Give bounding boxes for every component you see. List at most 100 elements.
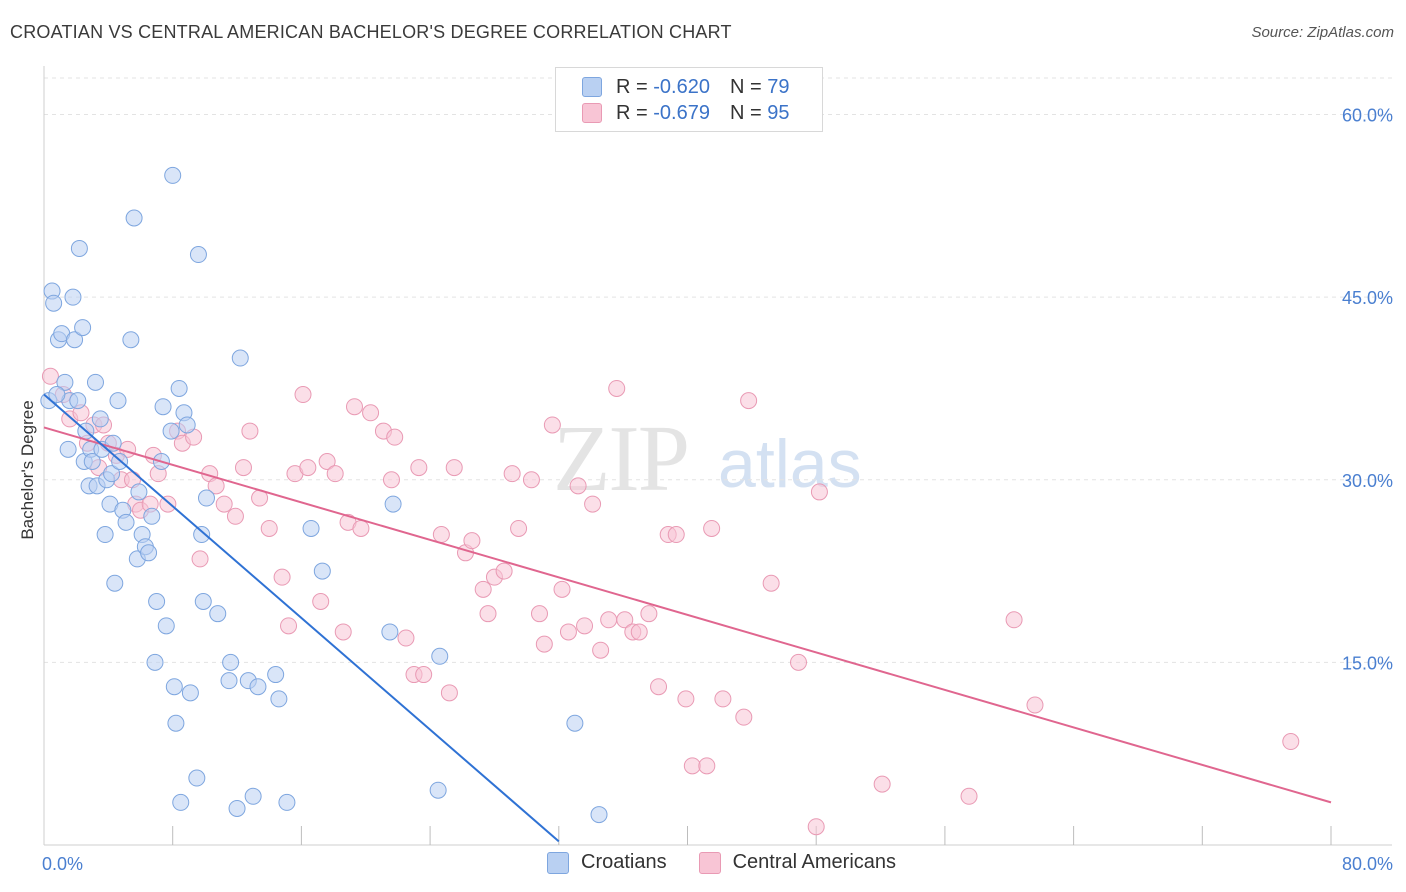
tick-labels: 15.0% 30.0% 45.0% 60.0% 0.0% 80.0% bbox=[42, 106, 1393, 874]
central-americans-point bbox=[530, 605, 548, 623]
croatians-point bbox=[231, 349, 249, 367]
chart-title: CROATIAN VS CENTRAL AMERICAN BACHELOR'S … bbox=[10, 22, 732, 42]
croatians-swatch bbox=[547, 851, 569, 874]
central-americans-point bbox=[535, 635, 553, 653]
central-americans-point bbox=[362, 404, 380, 422]
croatians-point bbox=[70, 239, 88, 257]
croatians-points bbox=[40, 166, 608, 824]
croatians-point bbox=[194, 593, 212, 611]
central-americans-point bbox=[735, 708, 753, 726]
central-americans-point bbox=[584, 495, 602, 513]
legend-row-central-americans: R = -0.679 N = 95 bbox=[582, 100, 789, 126]
croatians-point bbox=[106, 574, 124, 592]
croatians-point bbox=[313, 562, 331, 580]
central-americans-point bbox=[790, 653, 808, 671]
croatians-point bbox=[96, 526, 114, 544]
axes bbox=[43, 66, 1392, 846]
croatians-point bbox=[197, 489, 215, 507]
croatians-point bbox=[249, 678, 267, 696]
croatians-point bbox=[146, 653, 164, 671]
croatians-point bbox=[167, 714, 185, 732]
central-americans-swatch bbox=[698, 851, 721, 874]
central-americans-point bbox=[698, 757, 716, 775]
croatians-point bbox=[302, 519, 320, 537]
croatians-point bbox=[48, 386, 66, 404]
legend-r-value: -0.679 bbox=[653, 101, 710, 124]
croatians-point bbox=[193, 526, 211, 544]
central-americans-point bbox=[440, 684, 458, 702]
central-americans-point bbox=[600, 611, 618, 629]
croatians-point bbox=[220, 672, 238, 690]
croatians-trend-line bbox=[43, 393, 560, 843]
central-americans-point bbox=[640, 605, 658, 623]
croatians-point bbox=[244, 787, 262, 805]
central-americans-point bbox=[415, 666, 433, 684]
central-americans-point bbox=[650, 678, 668, 696]
central-americans-point bbox=[432, 526, 450, 544]
central-americans-points bbox=[41, 367, 1300, 836]
central-americans-point bbox=[294, 386, 312, 404]
central-americans-point bbox=[569, 477, 587, 495]
watermark-atlas: atlas bbox=[718, 426, 862, 502]
croatians-point bbox=[45, 294, 63, 312]
central-americans-point bbox=[740, 392, 758, 410]
central-americans-point bbox=[241, 422, 259, 440]
legend-item-croatians: Croatians bbox=[547, 851, 667, 874]
central-americans-point bbox=[352, 519, 370, 537]
croatians-point bbox=[143, 507, 161, 525]
central-americans-point bbox=[543, 416, 561, 434]
legend-r-label: R = bbox=[616, 101, 648, 124]
central-americans-point bbox=[960, 787, 978, 805]
central-americans-point bbox=[397, 629, 415, 647]
central-americans-point bbox=[510, 519, 528, 537]
y-tick-label: 30.0% bbox=[1342, 471, 1393, 491]
central-americans-point bbox=[273, 568, 291, 586]
central-americans-point bbox=[299, 459, 317, 477]
y-tick-label: 60.0% bbox=[1342, 106, 1393, 126]
central-americans-point bbox=[592, 641, 610, 659]
central-americans-point bbox=[326, 465, 344, 483]
legend-r-value: -0.620 bbox=[653, 75, 710, 98]
central-americans-point bbox=[479, 605, 497, 623]
legend-n-value: 79 bbox=[767, 75, 790, 98]
central-americans-point bbox=[1282, 733, 1300, 751]
legend-n-value: 95 bbox=[767, 101, 790, 124]
central-americans-point bbox=[810, 483, 828, 501]
croatians-point bbox=[566, 714, 584, 732]
croatians-point bbox=[189, 246, 207, 264]
central-americans-point bbox=[873, 775, 891, 793]
croatians-point bbox=[117, 513, 135, 531]
croatians-point bbox=[122, 331, 140, 349]
croatians-point bbox=[157, 617, 175, 635]
legend-n-label: N = bbox=[729, 75, 762, 98]
croatians-point bbox=[59, 440, 77, 458]
central-americans-point bbox=[280, 617, 298, 635]
central-americans-point bbox=[1026, 696, 1044, 714]
croatians-point bbox=[267, 666, 285, 684]
x-tick-label-min: 0.0% bbox=[42, 854, 83, 874]
central-americans-point bbox=[215, 495, 233, 513]
croatians-point bbox=[270, 690, 288, 708]
croatians-point bbox=[164, 166, 182, 184]
central-americans-point bbox=[410, 459, 428, 477]
croatians-point bbox=[64, 288, 82, 306]
legend-swatch-blue bbox=[582, 77, 602, 97]
central-americans-point bbox=[608, 379, 626, 397]
central-americans-point bbox=[260, 519, 278, 537]
croatians-point bbox=[86, 373, 104, 391]
central-americans-point bbox=[703, 519, 721, 537]
legend-item-central-americans: Central Americans bbox=[698, 851, 896, 874]
y-tick-label: 15.0% bbox=[1342, 653, 1393, 673]
croatians-point bbox=[83, 453, 101, 470]
croatians-point bbox=[140, 544, 158, 562]
croatians-point bbox=[381, 623, 399, 641]
central-americans-point bbox=[553, 580, 571, 598]
central-americans-point bbox=[559, 623, 577, 641]
trend-lines bbox=[43, 393, 1332, 843]
central-americans-point bbox=[312, 593, 330, 611]
croatians-point bbox=[181, 684, 199, 702]
central-americans-point bbox=[382, 471, 400, 489]
croatians-point bbox=[148, 593, 166, 611]
central-americans-point bbox=[807, 818, 825, 836]
